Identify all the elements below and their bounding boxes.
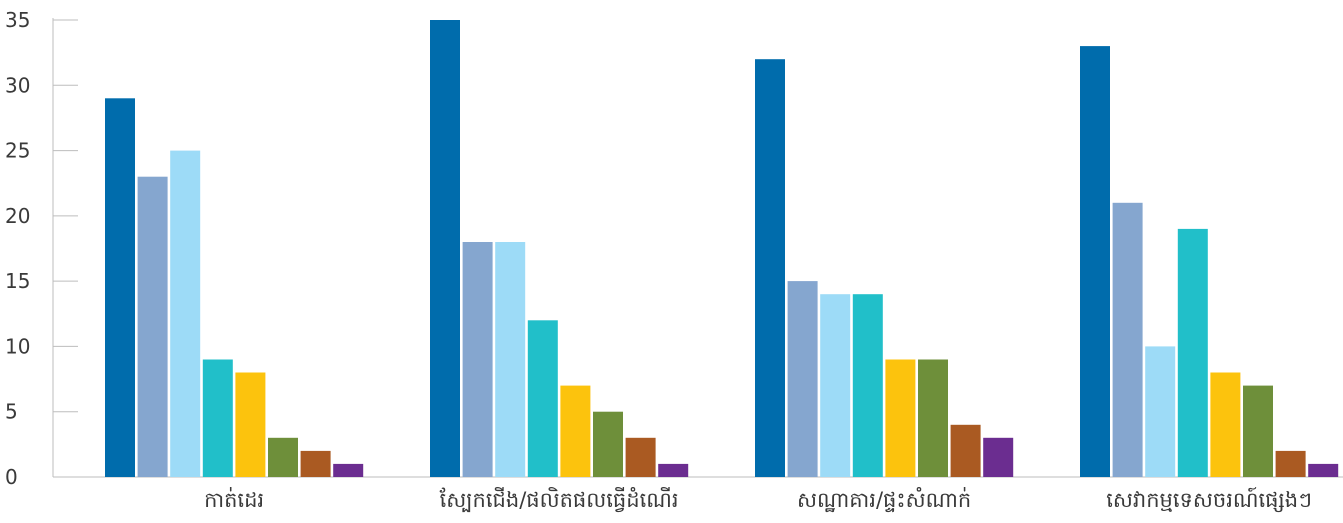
category-label-3: សណ្ឋាគារ/ផ្ទះសំណាក់ — [797, 487, 971, 513]
bar-cat3-series3 — [820, 294, 851, 477]
bar-cat2-series7 — [625, 437, 656, 477]
bar-cat3-series1 — [755, 59, 785, 477]
bar-cat4-series2 — [1112, 202, 1143, 478]
bar-cat1-series7 — [300, 450, 331, 477]
bar-cat2-series6 — [593, 411, 623, 477]
y-tick-label-30: 30 — [5, 73, 30, 97]
bar-cat2-series3 — [495, 242, 526, 477]
y-tick-label-5: 5 — [5, 400, 18, 424]
bar-cat4-series8 — [1308, 463, 1339, 477]
category-label-2: ស្បែកជើង/ផលិតផលធ្វើដំណើរ — [440, 487, 679, 513]
bar-cat2-series1 — [430, 20, 460, 477]
bar-cat2-series5 — [560, 385, 591, 477]
bar-cat3-series4 — [852, 294, 883, 477]
x-axis-labels: កាត់ដេរ ស្បែកជើង/ផលិតផលធ្វើដំណើរ សណ្ឋាគារ/… — [204, 487, 1312, 513]
bar-cat3-series2 — [787, 281, 818, 477]
y-tick-label-15: 15 — [5, 269, 30, 293]
category-label-1: កាត់ដេរ — [204, 487, 264, 512]
y-tick-label-35: 35 — [5, 8, 30, 32]
bar-cat4-series4 — [1177, 228, 1208, 477]
bars-group — [105, 20, 1339, 478]
bar-cat1-series4 — [202, 359, 233, 477]
bar-cat1-series1 — [105, 98, 135, 478]
bar-cat2-series8 — [658, 463, 689, 477]
bar-cat1-series5 — [235, 372, 266, 477]
bar-cat4-series1 — [1080, 46, 1110, 477]
bar-cat1-series8 — [333, 463, 364, 477]
bar-cat3-series7 — [950, 424, 981, 477]
bar-cat1-series6 — [268, 437, 298, 477]
y-tick-label-20: 20 — [5, 204, 30, 228]
bar-cat4-series5 — [1210, 372, 1241, 477]
y-tick-label-25: 25 — [5, 139, 30, 163]
bar-cat1-series2 — [137, 176, 168, 477]
bar-cat3-series5 — [885, 359, 916, 477]
bar-cat4-series3 — [1145, 346, 1176, 477]
bar-cat1-series3 — [170, 150, 201, 477]
bar-cat3-series6 — [918, 359, 948, 477]
bar-cat4-series7 — [1275, 450, 1306, 477]
category-label-4: សេវាកម្មទេសចរណ៍ផ្សេងៗ — [1106, 487, 1312, 513]
y-tick-label-0: 0 — [5, 465, 18, 489]
bar-cat3-series8 — [983, 437, 1014, 477]
bar-cat2-series2 — [462, 242, 493, 477]
y-tick-label-10: 10 — [5, 334, 30, 358]
bar-cat2-series4 — [527, 320, 558, 477]
bar-cat4-series6 — [1243, 385, 1273, 477]
